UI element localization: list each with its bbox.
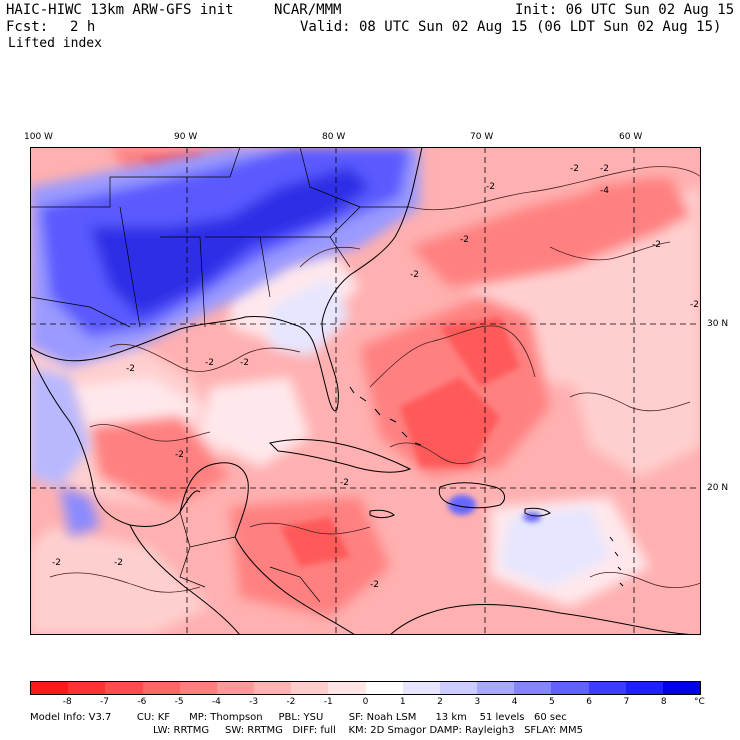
model-info-line-2: LW: RRTMG SW: RRTMG DIFF: full KM: 2D Sm… bbox=[153, 725, 583, 736]
lat-lon-grid bbox=[30, 147, 701, 635]
colorbar-tick-label: -8 bbox=[62, 697, 72, 707]
contour-label: -2 bbox=[114, 558, 123, 568]
colorbar-tick-label: -5 bbox=[174, 697, 184, 707]
colorbar-tick-label: 7 bbox=[623, 697, 630, 707]
lon-label-70w: 70 W bbox=[470, 132, 494, 142]
colorbar-tick-label: -7 bbox=[100, 697, 110, 707]
field-weak-positive bbox=[270, 277, 610, 587]
contour-label: -2 bbox=[205, 358, 214, 368]
colorbar-swatch bbox=[291, 682, 329, 694]
colorbar-swatch bbox=[31, 682, 69, 694]
colorbar-swatch bbox=[365, 682, 403, 694]
contour-label: -2 bbox=[340, 478, 349, 488]
map-frame bbox=[30, 147, 701, 635]
colorbar-swatch bbox=[625, 682, 663, 694]
contour-label: -4 bbox=[600, 186, 609, 196]
lat-label-30n: 30 N bbox=[707, 319, 729, 329]
coastlines bbox=[30, 147, 701, 635]
contour-label: -2 bbox=[240, 358, 249, 368]
contour-label: -2 bbox=[410, 270, 419, 280]
contour-label: -2 bbox=[52, 558, 61, 568]
forecast-hour: 2 h bbox=[70, 19, 96, 35]
colorbar-swatch bbox=[105, 682, 143, 694]
colorbar-swatch bbox=[662, 682, 701, 694]
colorbar-tick-label: -1 bbox=[323, 697, 333, 707]
colorbar-tick-label: 2 bbox=[437, 697, 443, 707]
lon-label-100w: 100 W bbox=[24, 132, 53, 142]
colorbar-swatch bbox=[179, 682, 217, 694]
colorbar-swatch bbox=[551, 682, 589, 694]
colorbar-tick-label: -3 bbox=[249, 697, 259, 707]
colorbar-swatch bbox=[142, 682, 180, 694]
political-borders bbox=[30, 147, 410, 603]
contour-label: -2 bbox=[600, 164, 609, 174]
contour-label: -2 bbox=[460, 235, 469, 245]
colorbar-swatch bbox=[439, 682, 478, 694]
lon-label-80w: 80 W bbox=[322, 132, 346, 142]
colorbar-tick-label: 1 bbox=[399, 697, 406, 707]
contour-label: -2 bbox=[126, 364, 135, 374]
colorbar-tick-label: 4 bbox=[511, 697, 518, 707]
model-title: HAIC-HIWC 13km ARW-GFS init bbox=[6, 2, 234, 18]
colorbar-tick-label: 0 bbox=[362, 697, 369, 707]
colorbar-swatch bbox=[402, 682, 440, 694]
colorbar-tick-label: -4 bbox=[211, 697, 221, 707]
contours bbox=[49, 166, 701, 593]
colorbar-swatch bbox=[477, 682, 515, 694]
field-stable-blue bbox=[30, 147, 420, 537]
lat-label-20n: 20 N bbox=[707, 483, 729, 493]
valid-time: Valid: 08 UTC Sun 02 Aug 15 (06 LDT Sun … bbox=[300, 19, 722, 35]
init-time: Init: 06 UTC Sun 02 Aug 15 bbox=[515, 2, 735, 18]
colorbar-swatch bbox=[254, 682, 292, 694]
contour-label: -2 bbox=[652, 240, 661, 250]
colorbar-swatch bbox=[68, 682, 106, 694]
forecast-label: Fcst: bbox=[6, 19, 49, 35]
colorbar-unit: °C bbox=[694, 697, 705, 707]
lon-label-60w: 60 W bbox=[619, 132, 643, 142]
colorbar-tick-label: 8 bbox=[660, 697, 667, 707]
colorbar-swatch bbox=[588, 682, 626, 694]
colorbar-tick-label: -6 bbox=[137, 697, 147, 707]
colorbar-swatch bbox=[328, 682, 366, 694]
lon-label-90w: 90 W bbox=[174, 132, 198, 142]
colorbar-tick-label: 5 bbox=[549, 697, 555, 707]
contour-label: -2 bbox=[570, 164, 579, 174]
contour-label-group: -2 -2 -2 -2 -2 -4 -2 -2 -2 -2 -2 -2 -2 -… bbox=[52, 164, 699, 590]
colorbar-swatch bbox=[514, 682, 552, 694]
contour-label: -2 bbox=[175, 450, 184, 460]
colorbar bbox=[30, 681, 701, 695]
contour-label: -2 bbox=[690, 300, 699, 310]
model-info-line-1: Model Info: V3.7 CU: KF MP: Thompson PBL… bbox=[30, 712, 567, 723]
colorbar-tick-label: -2 bbox=[286, 697, 296, 707]
contour-label: -2 bbox=[486, 182, 495, 192]
contour-label: -2 bbox=[370, 580, 379, 590]
field-name: Lifted index bbox=[8, 36, 102, 51]
org-label: NCAR/MMM bbox=[274, 2, 342, 18]
colorbar-tick-label: 6 bbox=[586, 697, 593, 707]
lifted-index-map: -2 -2 -2 -2 -2 -4 -2 -2 -2 -2 -2 -2 -2 -… bbox=[30, 147, 701, 635]
colorbar-tick-label: 3 bbox=[474, 697, 481, 707]
colorbar-swatch bbox=[216, 682, 255, 694]
